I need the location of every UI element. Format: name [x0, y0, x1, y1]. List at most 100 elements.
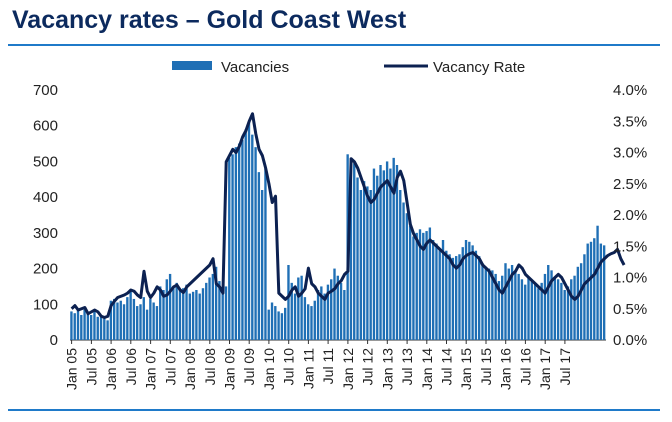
vacancies-bar — [501, 275, 504, 340]
vacancies-bar — [576, 266, 580, 340]
vacancies-bar — [132, 298, 136, 340]
vacancies-bar — [593, 238, 596, 340]
vacancies-bar — [320, 286, 323, 340]
vacancies-bar — [510, 265, 514, 340]
vacancies-bar — [385, 161, 389, 340]
vacancies-bar — [247, 122, 251, 340]
x-tick-label: Jul 10 — [281, 348, 297, 386]
vacancies-bar — [234, 147, 238, 340]
vacancies-bar — [168, 273, 172, 340]
vacancies-bar — [201, 288, 205, 340]
vacancies-bar — [83, 309, 86, 340]
vacancies-bar — [185, 284, 188, 340]
vacancies-bar — [602, 245, 606, 340]
vacancies-bar — [497, 281, 501, 340]
vacancies-bar — [188, 293, 191, 340]
vacancies-bar — [550, 270, 553, 340]
vacancies-bar — [290, 282, 293, 340]
vacancies-bar — [418, 229, 422, 340]
vacancies-bar — [264, 168, 267, 340]
vacancies-bar — [307, 304, 310, 340]
vacancies-bar — [451, 257, 455, 340]
vacancies-bar — [441, 240, 445, 340]
vacancies-bar — [389, 168, 392, 340]
y-left-tick-label: 200 — [33, 261, 58, 278]
x-tick-label: Jan 10 — [261, 348, 277, 390]
x-tick-label: Jan 08 — [182, 348, 198, 390]
y-right-tick-label: 1.0% — [613, 270, 647, 287]
vacancies-bar — [198, 293, 201, 340]
vacancies-bar — [484, 266, 487, 340]
vacancies-bar — [405, 213, 409, 340]
vacancies-bar — [241, 140, 244, 340]
x-tick-label: Jul 15 — [478, 348, 494, 386]
vacancies-bar — [106, 320, 109, 340]
vacancies-bar — [267, 309, 270, 340]
vacancies-bar — [139, 304, 142, 340]
vacancies-bar — [349, 157, 353, 340]
vacancies-bar — [330, 279, 333, 340]
x-tick-label: Jan 17 — [537, 348, 553, 390]
x-tick-label: Jul 16 — [517, 348, 533, 386]
vacancies-bar — [162, 290, 165, 340]
x-tick-label: Jul 05 — [83, 348, 99, 386]
vacancies-bar — [461, 247, 464, 340]
vacancies-bar — [487, 268, 491, 340]
axes — [70, 339, 606, 344]
vacancies-bar — [356, 177, 359, 340]
x-tick-label: Jul 17 — [557, 348, 573, 386]
y-left-tick-label: 400 — [33, 189, 58, 206]
vacancies-bar — [129, 290, 132, 340]
vacancies-bar — [556, 279, 560, 340]
vacancies-bar — [438, 248, 441, 340]
vacancies-bar — [119, 300, 122, 340]
vacancies-bar — [113, 298, 116, 340]
vacancies-bar — [527, 277, 530, 340]
x-tick-label: Jan 06 — [103, 348, 119, 390]
x-tick-label: Jul 11 — [320, 348, 336, 385]
vacancies-bar — [122, 304, 126, 340]
vacancies-bar — [471, 245, 474, 340]
vacancies-bar — [103, 318, 106, 340]
vacancies-bar — [274, 306, 277, 340]
vacancies-bar — [491, 270, 494, 340]
vacancies-bar — [70, 311, 73, 340]
vacancies-bar — [300, 275, 303, 340]
vacancies-bar — [287, 265, 290, 340]
tick-labels: 0 100 200 300 400 500 600 700 0.0% 0.5% 1.0% 1.5% 2.… — [33, 82, 647, 390]
vacancies-bar — [448, 254, 451, 340]
y-right-tick-label: 1.5% — [613, 238, 647, 255]
vacancies-bar — [425, 231, 428, 340]
vacancies-bar — [474, 250, 478, 340]
vacancies-bar — [228, 157, 231, 340]
vacancies-bar — [323, 293, 326, 340]
vacancies-bar — [599, 243, 603, 340]
vacancies-bar — [504, 263, 507, 340]
vacancies-bar — [159, 286, 162, 340]
vacancies-bar — [126, 297, 129, 340]
vacancies-bar — [560, 282, 563, 340]
vacancies-bar — [579, 263, 583, 340]
vacancies-bar — [109, 300, 113, 340]
y-left-tick-label: 700 — [33, 82, 58, 99]
vacancies-bar — [86, 313, 90, 340]
vacancies-bar — [191, 291, 195, 340]
vacancies-bar — [408, 225, 412, 340]
vacancies-bar — [205, 282, 208, 340]
vacancies-bar — [76, 309, 80, 340]
vacancies-bar — [231, 154, 234, 340]
vacancies-bar — [517, 273, 520, 340]
vacancies-bar — [431, 240, 435, 340]
y-left-tick-label: 100 — [33, 296, 58, 313]
y-right-tick-label: 2.5% — [613, 176, 647, 193]
vacancies-bar — [178, 290, 182, 340]
vacancies-bar — [589, 241, 593, 340]
vacancies-bar — [237, 143, 241, 340]
vacancies-bar — [214, 266, 218, 340]
x-tick-label: Jan 12 — [340, 348, 356, 390]
vacancies-bar — [537, 288, 540, 340]
legend: Vacancies Vacancy Rate — [172, 59, 525, 76]
vacancies-bar — [366, 186, 369, 340]
y-right-tick-label: 4.0% — [613, 82, 647, 99]
vacancies-bar — [152, 302, 155, 340]
